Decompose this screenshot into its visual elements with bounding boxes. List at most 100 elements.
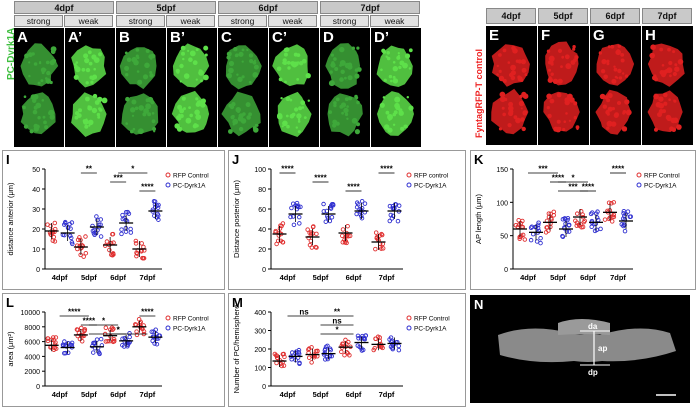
sub-header-strong: strong [14,15,63,27]
pc-dyrk1a-point [388,212,394,218]
pc-dyrk1a-point [154,331,159,337]
panel-letter: C’ [272,29,287,46]
chart-l: L 0 2000 4000 6000 8000 10000 area (μm²) 4dpf 5dp… [6,295,209,399]
sub-header-strong: strong [116,15,165,27]
pc-dyrk1a-point [323,344,329,350]
panel-letter: H [645,27,656,44]
rfp-control-point [311,224,316,229]
panel-letter: C [221,29,232,46]
label-ap: ap [598,344,607,353]
pc-dyrk1a-point [621,223,626,229]
y-tick-label: 100 [496,200,508,207]
green-image-1: A’ [65,28,115,147]
legend-label: PC-Dyrk1A [173,326,206,333]
rfp-control-point [275,238,281,244]
legend-label: RFP Control [644,173,680,180]
panel-letter: A [17,29,28,46]
rfp-control-point [83,234,88,239]
sub-header-weak: weak [166,15,215,27]
pc-dyrk1a-point [127,331,132,336]
significance-label: ** [334,308,341,317]
y-tick-label: 40 [32,187,40,194]
rfp-control-point [548,211,554,217]
pc-dyrk1a-point [128,226,133,232]
chart-panel-m: M 0 100 200 300 400 Number of PC/hemisphere 4dp… [228,293,466,407]
green-image-4: C [218,28,268,147]
pc-dyrk1a-point [621,211,626,216]
rfp-control-point [546,214,552,220]
rfp-control-point [611,200,617,205]
significance-label: * [102,317,106,326]
rfp-control-point [340,227,346,232]
significance-label: * [117,326,121,335]
x-tick-label: 5dpf [81,273,97,282]
y-tick-label: 150 [496,167,508,174]
rfp-control-point [522,237,528,242]
y-tick-label: 6000 [24,340,40,347]
rfp-control-point [141,329,147,334]
legend-marker-blue [165,182,171,188]
x-tick-label: 4dpf [52,390,68,399]
chart-panel-j: J 0 20 40 60 80 100 Distance posterior (μm) 4dpf… [228,150,466,290]
panel-letter: D’ [374,29,389,46]
pc-dyrk1a-point [60,342,66,348]
pc-dyrk1a-point [628,214,634,219]
label-da: da [588,322,598,331]
x-tick-label: 7dpf [139,390,155,399]
rfp-control-point [339,349,344,355]
rfp-control-point [574,211,580,216]
pc-dyrk1a-point [97,351,102,357]
rfp-control-point [343,337,348,343]
legend-label: RFP Control [173,173,209,180]
legend-label: PC-Dyrk1A [414,326,447,333]
pc-dyrk1a-point [90,350,96,355]
significance-label: **** [141,308,154,317]
chart-panel-k: K 0 50 100 150 AP length (μm) 4dpf 5dpf 6dpf 7dpf… [470,150,696,290]
rfp-control-point [110,251,116,256]
x-tick-label: 6dpf [580,273,596,282]
pc-dyrk1a-point [323,219,329,224]
legend-label: RFP Control [173,316,209,323]
significance-label: **** [380,165,393,174]
pc-dyrk1a-point [528,225,534,231]
pc-dyrk1a-point [70,241,75,247]
rfp-control-point [103,325,109,330]
pc-dyrk1a-point [90,223,95,229]
red-image-2: G [590,26,641,145]
rfp-control-point [110,327,115,333]
green-image-2: B [116,28,166,147]
rfp-control-point [75,237,81,243]
legend-label: RFP Control [414,316,450,323]
x-tick-label: 5dpf [313,390,329,399]
pc-dyrk1a-point [322,357,328,362]
rfp-control-point [272,351,278,357]
rfp-control-point [373,230,379,235]
significance-label: ns [299,308,309,317]
pc-dyrk1a-point [535,222,541,228]
pc-dyrk1a-point [154,341,160,347]
rfp-control-point [340,240,346,245]
rfp-control-point [379,232,385,238]
panel-letter: K [474,152,484,167]
rfp-control-point [52,220,58,226]
pc-dyrk1a-point [598,226,603,232]
rfp-control-point [278,223,283,228]
significance-label: **** [552,174,565,183]
rfp-control-point [346,339,351,345]
pc-dyrk1a-point [127,334,132,340]
y-tick-label: 4000 [24,354,40,361]
rfp-control-point [79,339,85,344]
pc-dyrk1a-point [560,234,566,240]
rfp-control-point [104,239,110,244]
pc-dyrk1a-point [321,209,327,214]
pc-dyrk1a-point [94,214,99,219]
sub-header-weak: weak [268,15,317,27]
panel-letter: L [6,295,14,310]
pc-dyrk1a-point [297,221,302,226]
y-tick-label: 20 [32,227,40,234]
rfp-control-point [77,336,83,342]
legend-marker-red [406,172,412,178]
pc-dyrk1a-point [323,346,328,352]
rfp-control-point [581,219,587,225]
y-tick-label: 400 [254,310,266,317]
